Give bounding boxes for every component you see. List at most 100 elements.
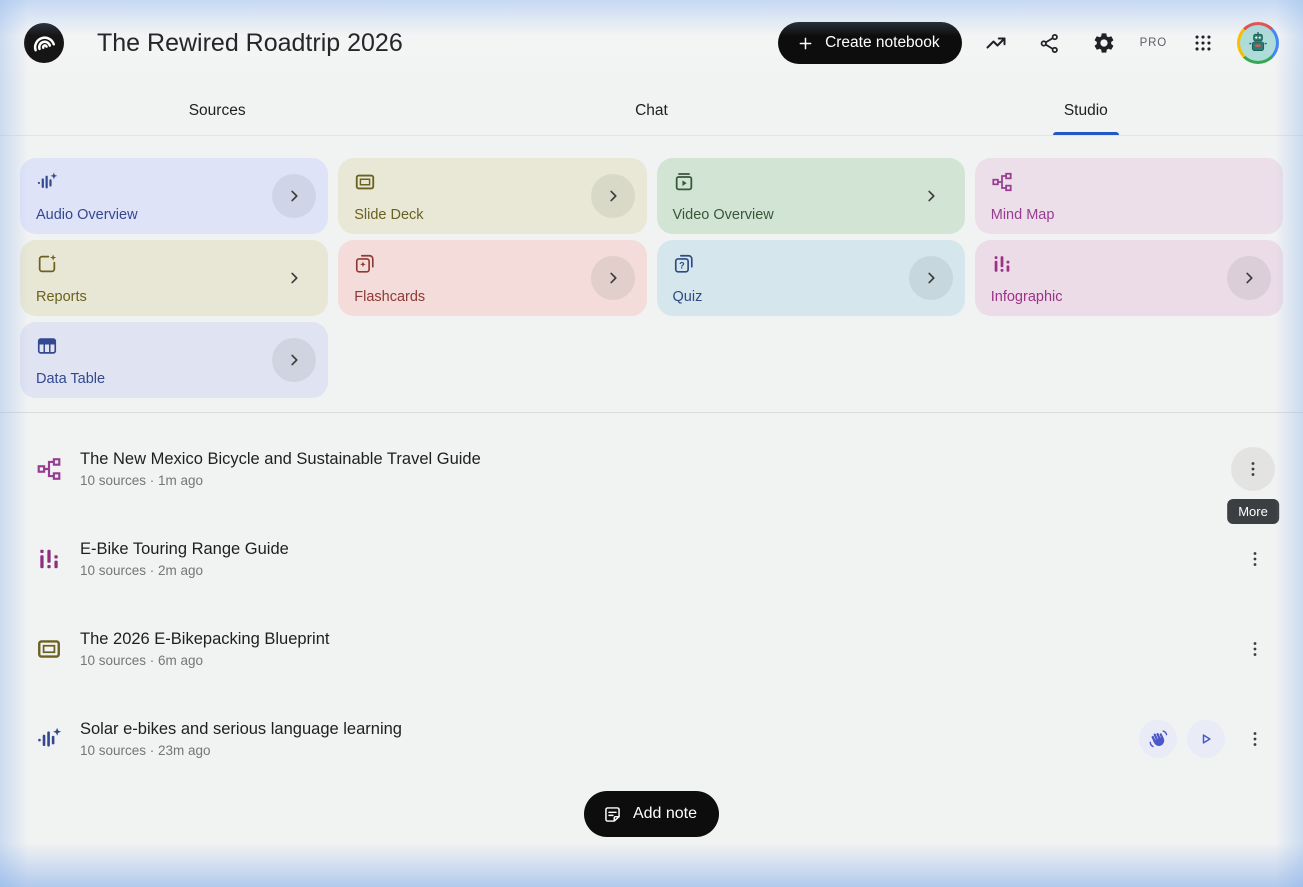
account-avatar[interactable] [1237,22,1279,64]
card-video-overview[interactable]: Video Overview [656,158,965,234]
app-logo[interactable] [24,23,64,63]
item-actions [1235,629,1275,669]
card-open-chevron-button[interactable] [590,174,635,218]
card-label: Reports [36,289,87,305]
trending-up-icon [986,37,1006,49]
infographic-bars-icon [40,549,58,569]
item-title: Solar e-bikes and serious language learn… [80,720,402,738]
item-meta: 10 sources · 23m ago [80,743,211,758]
item-title: The New Mexico Bicycle and Sustainable T… [80,450,481,468]
card-open-chevron-button[interactable] [272,256,316,300]
card-label: Mind Map [990,207,1055,223]
item-meta: 10 sources · 6m ago [80,653,204,668]
three-dots-vertical-icon [1251,462,1255,476]
interactive-mode-button[interactable] [1139,720,1177,758]
more-menu-button[interactable] [1235,719,1275,759]
section-divider [0,412,1303,413]
tab-chat[interactable]: Chat [635,101,668,119]
note-icon [605,806,620,822]
chevron-right-icon [609,190,617,202]
settings-gear-icon [1094,33,1114,53]
plus-icon [799,37,812,49]
settings-button[interactable] [1084,23,1124,63]
slide-deck-icon [38,640,60,658]
apps-grid-icon [1195,35,1211,51]
card-open-chevron-button[interactable] [272,174,317,218]
item-title: The 2026 E-Bikepacking Blueprint [80,630,330,648]
card-label: Data Table [36,371,106,387]
svg-text:?: ? [679,261,685,271]
header-actions: Create notebook [778,22,1279,64]
slide-deck-icon [356,174,375,190]
logo-wave-icon [33,36,55,52]
three-dots-vertical-icon [1253,732,1257,746]
quiz-question-icon: ? [674,254,693,273]
item-meta: 10 sources · 2m ago [80,563,204,578]
tooltip-more: More [1227,499,1279,524]
item-actions [1235,539,1275,579]
robot-icon [1249,32,1267,52]
card-infographic[interactable]: Infographic [974,240,1283,316]
card-label: Quiz [672,289,703,305]
create-notebook-button[interactable]: Create notebook [778,22,962,64]
list-item-audio-overview[interactable]: Solar e-bikes and serious language learn… [0,694,1303,784]
play-audio-button[interactable] [1187,720,1225,758]
three-dots-vertical-icon [1253,552,1257,566]
list-item-mind-map[interactable]: The New Mexico Bicycle and Sustainable T… [0,424,1303,524]
card-flashcards[interactable]: Flashcards [338,240,647,316]
more-menu-button[interactable] [1231,447,1275,491]
google-apps-button[interactable] [1183,23,1223,63]
panel-tabs: Sources Chat Studio [0,86,1303,136]
add-note-label: Add note [632,805,698,822]
chevron-right-icon [928,272,935,284]
share-button[interactable] [1030,23,1070,63]
analytics-button[interactable] [976,23,1016,63]
card-slide-deck[interactable]: Slide Deck [338,158,647,234]
chevron-right-icon [291,190,298,202]
item-text: Solar e-bikes and serious language learn… [80,720,402,758]
infographic-bars-icon [994,256,1010,272]
item-text: The 2026 E-Bikepacking Blueprint 10 sour… [80,630,329,668]
card-open-chevron-button[interactable] [590,256,635,300]
list-item-slide-deck[interactable]: The 2026 E-Bikepacking Blueprint 10 sour… [0,604,1303,694]
studio-card-grid: Audio Overview Slide Deck [20,158,1283,398]
card-label: Video Overview [672,207,774,223]
mind-map-icon [992,172,1012,192]
item-actions: More [1227,447,1279,524]
notebook-title[interactable]: The Rewired Roadtrip 2026 [97,28,403,57]
card-open-chevron-button[interactable] [1227,256,1271,300]
chevron-right-icon [291,272,298,284]
data-table-icon [37,338,57,354]
report-sparkle-icon [38,254,57,273]
add-note-container: Add note [0,791,1303,837]
more-menu-button[interactable] [1235,629,1275,669]
avatar-robot [1240,25,1276,61]
card-open-chevron-button[interactable] [272,338,317,382]
tab-studio[interactable]: Studio [869,86,1303,135]
card-reports[interactable]: Reports [20,240,329,316]
card-open-chevron-button[interactable] [908,256,953,300]
card-label: Infographic [990,289,1063,305]
card-label: Audio Overview [36,207,138,223]
more-menu-button[interactable] [1235,539,1275,579]
waving-hand-icon [1149,729,1167,747]
flashcards-star-icon [356,254,374,273]
chevron-right-icon [291,354,298,366]
card-data-table[interactable]: Data Table [20,322,329,398]
card-label: Slide Deck [354,207,424,223]
item-text: The New Mexico Bicycle and Sustainable T… [80,450,481,488]
share-icon [1040,33,1059,53]
three-dots-vertical-icon [1253,642,1257,656]
card-mind-map[interactable]: Mind Map [974,158,1283,234]
item-actions [1139,719,1275,759]
tab-sources[interactable]: Sources [188,101,246,119]
list-item-infographic[interactable]: E-Bike Touring Range Guide 10 sources · … [0,514,1303,604]
card-audio-overview[interactable]: Audio Overview [20,158,329,234]
add-note-button[interactable]: Add note [583,791,720,837]
chevron-right-icon [1246,272,1253,284]
item-title: E-Bike Touring Range Guide [80,540,289,558]
card-open-chevron-button[interactable] [909,174,953,218]
card-quiz[interactable]: ? Quiz [656,240,965,316]
studio-artifact-list: The New Mexico Bicycle and Sustainable T… [0,424,1303,784]
